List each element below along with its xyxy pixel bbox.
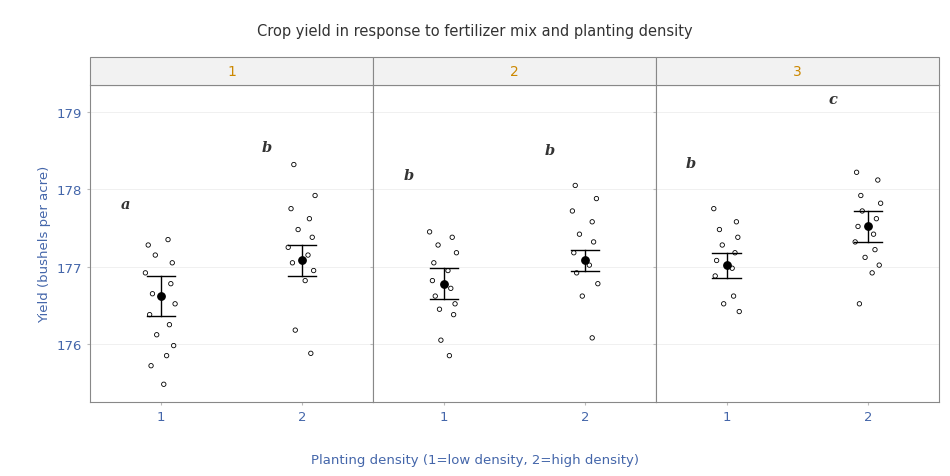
Point <box>853 192 868 200</box>
Point <box>302 216 317 223</box>
Point <box>433 337 448 344</box>
Point <box>712 226 727 234</box>
Point <box>153 293 168 300</box>
Point <box>870 177 885 184</box>
Point <box>444 285 459 293</box>
Point <box>867 246 883 254</box>
Point <box>159 352 174 360</box>
Point <box>156 381 171 388</box>
Point <box>425 277 440 285</box>
Point <box>869 216 884 223</box>
Point <box>142 311 158 319</box>
Point <box>436 280 451 288</box>
Text: 1: 1 <box>227 65 237 79</box>
Point <box>847 238 863 246</box>
Text: 2: 2 <box>510 65 519 79</box>
Point <box>861 223 876 231</box>
Point <box>726 293 741 300</box>
Text: b: b <box>262 141 272 155</box>
Point <box>430 242 446 249</box>
Point <box>709 257 724 265</box>
Text: c: c <box>828 92 837 107</box>
Point <box>565 208 580 215</box>
Point <box>871 262 886 269</box>
Point <box>300 252 315 259</box>
Point <box>731 234 746 242</box>
Point <box>849 169 865 177</box>
Point <box>584 334 599 342</box>
Point <box>294 257 310 265</box>
Point <box>441 267 456 275</box>
Point <box>446 311 462 319</box>
Point <box>422 228 437 236</box>
Point <box>161 236 176 244</box>
Point <box>852 300 867 308</box>
Point <box>858 254 873 262</box>
Point <box>306 267 321 275</box>
Point <box>447 300 463 308</box>
Point <box>144 290 160 298</box>
Point <box>729 218 744 226</box>
Point <box>308 192 323 200</box>
Point <box>569 269 584 277</box>
Point <box>138 269 153 277</box>
Point <box>850 223 865 231</box>
Text: 3: 3 <box>793 65 802 79</box>
Point <box>280 244 295 252</box>
Text: b: b <box>544 143 555 158</box>
Point <box>873 200 888 208</box>
Point <box>584 218 599 226</box>
Point <box>297 277 313 285</box>
Point <box>448 249 464 257</box>
Point <box>572 231 587 238</box>
Point <box>141 242 156 249</box>
Point <box>589 195 604 203</box>
Point <box>288 327 303 334</box>
Point <box>728 249 743 257</box>
Point <box>164 259 180 267</box>
Point <box>432 306 447 313</box>
Point <box>167 300 182 308</box>
Point <box>567 182 582 190</box>
Point <box>578 257 593 265</box>
Y-axis label: Yield (bushels per acre): Yield (bushels per acre) <box>38 166 51 322</box>
Point <box>855 208 870 215</box>
Point <box>575 293 590 300</box>
Point <box>166 342 181 350</box>
Point <box>719 262 734 269</box>
Point <box>305 234 320 242</box>
Point <box>163 280 179 288</box>
Point <box>283 206 298 213</box>
Point <box>864 269 880 277</box>
Point <box>428 293 443 300</box>
Point <box>143 362 159 370</box>
Point <box>285 259 300 267</box>
Text: a: a <box>121 198 130 211</box>
Point <box>732 308 747 316</box>
Point <box>427 259 442 267</box>
Point <box>303 350 318 357</box>
Point <box>716 300 732 308</box>
Point <box>581 262 597 269</box>
Point <box>147 252 162 259</box>
Text: b: b <box>686 157 696 170</box>
Text: Crop yield in response to fertilizer mix and planting density: Crop yield in response to fertilizer mix… <box>257 24 693 39</box>
Point <box>590 280 605 288</box>
Point <box>291 226 306 234</box>
Point <box>714 242 730 249</box>
Point <box>162 321 177 329</box>
Point <box>708 273 723 280</box>
Point <box>866 231 882 238</box>
Text: Planting density (1=low density, 2=high density): Planting density (1=low density, 2=high … <box>311 454 639 466</box>
Point <box>149 331 164 339</box>
Point <box>566 249 581 257</box>
Point <box>725 265 740 272</box>
Point <box>586 238 601 246</box>
Text: b: b <box>403 168 413 182</box>
Point <box>445 234 460 242</box>
Point <box>706 206 721 213</box>
Point <box>442 352 457 360</box>
Point <box>286 161 301 169</box>
